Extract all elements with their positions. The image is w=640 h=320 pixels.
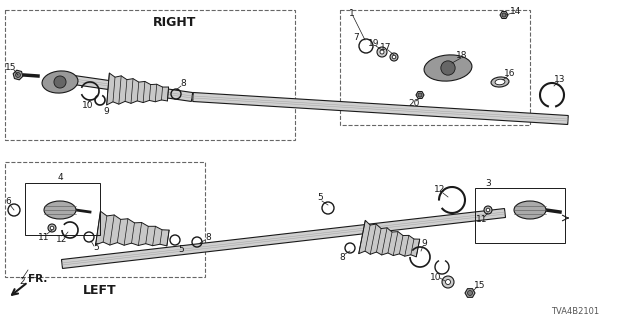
Circle shape [15,73,20,77]
Polygon shape [95,211,169,246]
Bar [340,10,530,125]
Circle shape [502,13,506,17]
Text: 10: 10 [430,273,442,282]
Text: 18: 18 [456,51,468,60]
Text: 16: 16 [504,68,516,77]
Text: 9: 9 [103,108,109,116]
Text: 6: 6 [5,197,11,206]
Text: 8: 8 [205,234,211,243]
Text: 5: 5 [178,244,184,253]
Ellipse shape [424,55,472,81]
Text: 19: 19 [368,38,380,47]
Text: 12: 12 [56,236,68,244]
Bar [25,183,100,235]
Circle shape [390,53,398,61]
Text: 15: 15 [474,281,486,290]
Text: RIGHT: RIGHT [154,15,196,28]
Text: 5: 5 [317,194,323,203]
Bar [5,162,205,277]
Ellipse shape [44,201,76,219]
Text: 11: 11 [476,215,488,225]
Text: 1: 1 [349,10,355,19]
Circle shape [50,226,54,230]
Circle shape [467,291,472,295]
Polygon shape [193,92,568,124]
Text: FR.: FR. [28,274,48,284]
Ellipse shape [491,77,509,87]
Polygon shape [13,70,23,80]
Text: 8: 8 [339,252,345,261]
Text: 20: 20 [408,99,420,108]
Ellipse shape [495,79,505,85]
Circle shape [442,276,454,288]
Polygon shape [107,73,168,105]
Text: TVA4B2101: TVA4B2101 [551,308,599,316]
Text: 4: 4 [57,173,63,182]
Polygon shape [359,220,420,257]
Text: 9: 9 [421,238,427,247]
Text: 12: 12 [435,186,445,195]
Circle shape [380,50,384,54]
Text: 11: 11 [38,233,50,242]
Ellipse shape [42,71,78,93]
Polygon shape [416,92,424,99]
Bar [5,10,295,140]
Circle shape [54,76,66,88]
Text: 10: 10 [83,101,93,110]
Circle shape [441,61,455,75]
Polygon shape [60,74,193,101]
Ellipse shape [514,201,546,219]
Circle shape [392,55,396,59]
Circle shape [377,47,387,57]
Text: LEFT: LEFT [83,284,117,297]
Circle shape [445,279,451,284]
Text: 17: 17 [380,43,392,52]
Text: 13: 13 [554,75,566,84]
Circle shape [484,206,492,214]
Text: 15: 15 [5,63,17,73]
Polygon shape [61,209,506,268]
Text: 14: 14 [510,7,522,17]
Polygon shape [500,12,508,19]
Text: 7: 7 [353,33,359,42]
Text: 8: 8 [180,78,186,87]
Text: 5: 5 [93,244,99,252]
Circle shape [418,93,422,97]
Text: 3: 3 [485,179,491,188]
Polygon shape [465,289,475,297]
Circle shape [48,224,56,232]
Circle shape [486,208,490,212]
Bar [475,188,565,243]
Text: 2: 2 [19,277,25,286]
